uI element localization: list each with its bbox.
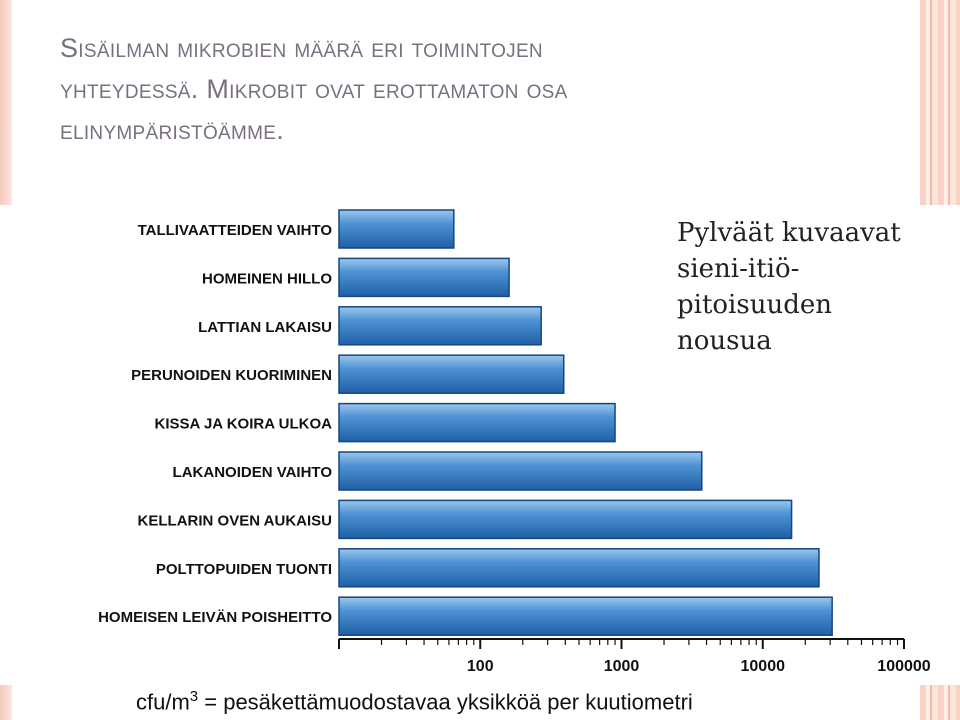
x-tick-label: 100 [467, 658, 494, 675]
title-line: elinympäristöämme. [60, 115, 285, 145]
x-tick-label: 10000 [741, 658, 786, 675]
title-line: yhteydessä. Mikrobit ovat erottamaton os… [60, 74, 568, 104]
note-line: nousua [677, 326, 772, 356]
title-line: Sisäilman mikrobien määrä eri toimintoje… [60, 33, 543, 63]
note-line: Pylväät kuvaavat [677, 218, 901, 248]
bar [338, 209, 455, 249]
bar [338, 548, 820, 588]
slide-title: Sisäilman mikrobien määrä eri toimintoje… [60, 28, 760, 151]
bar [338, 402, 616, 443]
bars-group [338, 209, 833, 636]
footnote-superscript: 3 [189, 688, 199, 705]
footnote-suffix: = pesäkettämuodostavaa yksikköä per kuut… [198, 689, 693, 715]
category-label: PERUNOIDEN KUORIMINEN [131, 367, 332, 384]
chart-note: Pylväät kuvaavat sieni-itiö- pitoisuuden… [677, 215, 937, 359]
note-line: sieni-itiö- [677, 254, 800, 284]
unit-footnote: cfu/m3 = pesäkettämuodostavaa yksikköä p… [136, 688, 693, 715]
x-tick-label: 100000 [877, 658, 930, 675]
footnote-prefix: cfu/m [136, 689, 190, 715]
bar [338, 451, 703, 491]
category-label: KISSA JA KOIRA ULKOA [154, 416, 332, 433]
category-label: KELLARIN OVEN AUKAISU [138, 512, 332, 529]
x-tick-label: 1000 [604, 658, 640, 675]
category-label: POLTTOPUIDEN TUONTI [156, 561, 332, 578]
note-line: pitoisuuden [677, 290, 832, 320]
category-label: HOMEINEN HILLO [202, 270, 332, 287]
category-label: LATTIAN LAKAISU [198, 319, 332, 336]
bar [338, 596, 833, 636]
category-label: HOMEISEN LEIVÄN POISHEITTO [98, 609, 332, 626]
bar [338, 354, 565, 394]
bar [338, 306, 542, 346]
bar [338, 499, 793, 540]
category-label: TALLIVAATTEIDEN VAIHTO [138, 222, 333, 239]
category-labels: TALLIVAATTEIDEN VAIHTO HOMEINEN HILLO LATT… [98, 222, 332, 626]
x-axis: 100 1000 10000 100000 [338, 638, 931, 675]
bar [338, 257, 510, 298]
category-label: LAKANOIDEN VAIHTO [173, 464, 333, 481]
